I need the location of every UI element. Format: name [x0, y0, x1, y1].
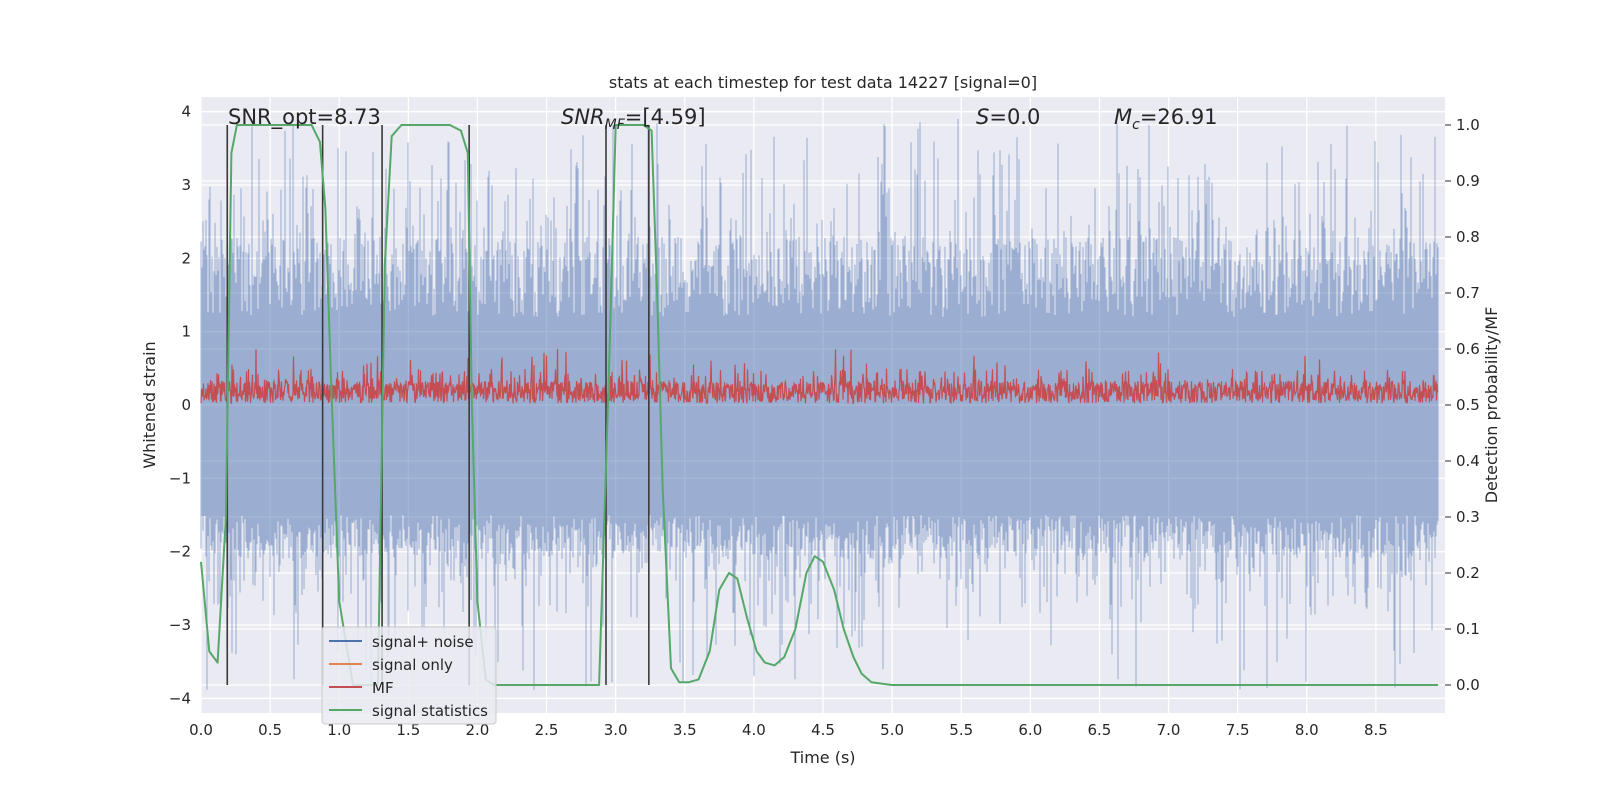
- y-tick-label: 1: [181, 323, 191, 341]
- y2-tick-labels: 0.0 0.1 0.2 0.3 0.4 0.5 0.6 0.7 0.8 0.9 1.0: [1445, 116, 1480, 694]
- x-tick-label: 8.0: [1295, 721, 1319, 739]
- y-tick-label: 0: [181, 396, 191, 414]
- legend: signal+ noise signal only MF signal stat…: [321, 626, 497, 725]
- y-tick-labels: −4 −3 −2 −1 0 1 2 3 4: [169, 103, 191, 708]
- mf-trace: [200, 349, 1439, 405]
- x-tick-label: 7.5: [1226, 721, 1250, 739]
- x-tick-label: 0.0: [189, 721, 213, 739]
- annotation-snr-mf-sub: MF: [605, 117, 626, 133]
- annotation-s-main: S: [976, 105, 989, 129]
- annotation-mc-main: M: [1114, 105, 1132, 129]
- legend-label-signal-statistics: signal statistics: [372, 702, 488, 720]
- x-tick-label: 4.0: [742, 721, 766, 739]
- annotation-mc: Mc=26.91: [1114, 105, 1218, 133]
- x-tick-label: 8.5: [1364, 721, 1388, 739]
- y-tick-label: −1: [169, 469, 191, 487]
- chart-title: stats at each timestep for test data 142…: [609, 73, 1037, 92]
- x-tick-label: 2.5: [535, 721, 559, 739]
- annotation-s-value: =0.0: [989, 105, 1040, 129]
- y2-tick-label: 0.3: [1456, 508, 1480, 526]
- y2-tick-label: 0.0: [1456, 676, 1480, 694]
- y-tick-label: −2: [169, 543, 191, 561]
- x-tick-label: 5.0: [880, 721, 904, 739]
- x-tick-label: 2.0: [466, 721, 490, 739]
- x-tick-label: 1.5: [396, 721, 420, 739]
- y2-tick-label: 0.2: [1456, 564, 1480, 582]
- x-tick-label: 5.5: [949, 721, 973, 739]
- y-tick-label: 3: [181, 176, 191, 194]
- y2-tick-label: 0.7: [1456, 284, 1480, 302]
- y2-tick-label: 0.6: [1456, 340, 1480, 358]
- x-tick-label: 1.0: [327, 721, 351, 739]
- x-axis-label: Time (s): [789, 748, 855, 767]
- annotation-snr-mf: SNRMF=[4.59]: [561, 105, 706, 133]
- annotation-snr-opt: SNR_opt=8.73: [228, 105, 381, 130]
- y-tick-label: −3: [169, 616, 191, 634]
- y2-tick-label: 1.0: [1456, 116, 1480, 134]
- x-tick-label: 3.5: [673, 721, 697, 739]
- legend-label-mf: MF: [372, 679, 394, 697]
- annotation-snr-mf-value: =[4.59]: [625, 105, 706, 129]
- x-tick-label: 0.5: [258, 721, 282, 739]
- x-tick-label: 7.0: [1157, 721, 1181, 739]
- signal-statistics-line: [200, 124, 1439, 686]
- x-tick-label: 6.5: [1088, 721, 1112, 739]
- legend-box: [321, 626, 497, 725]
- y2-tick-label: 0.5: [1456, 396, 1480, 414]
- y2-tick-label: 0.8: [1456, 228, 1480, 246]
- y-axis-label: Whitened strain: [140, 341, 159, 468]
- y-tick-label: −4: [169, 689, 191, 707]
- y2-tick-label: 0.9: [1456, 172, 1480, 190]
- mf-series: [200, 349, 1439, 405]
- annotation-s: S=0.0: [976, 105, 1040, 129]
- legend-label-signal-only: signal only: [372, 656, 453, 674]
- y2-axis-label: Detection probability/MF: [1482, 307, 1501, 504]
- x-tick-label: 6.0: [1018, 721, 1042, 739]
- annotation-mc-value: =26.91: [1140, 105, 1218, 129]
- x-tick-label: 3.0: [604, 721, 628, 739]
- signal-statistics-series: [200, 124, 1439, 686]
- x-tick-labels: 0.0 0.5 1.0 1.5 2.0 2.5 3.0 3.5 4.0 4.5 5.0 5.5 6.0 6…: [189, 721, 1388, 739]
- y2-tick-label: 0.4: [1456, 452, 1480, 470]
- annotation-snr-mf-main: SNR: [561, 105, 605, 129]
- y2-tick-label: 0.1: [1456, 620, 1480, 638]
- annotation-mc-sub: c: [1132, 117, 1140, 133]
- y-tick-label: 4: [181, 103, 191, 121]
- x-tick-label: 4.5: [811, 721, 835, 739]
- legend-label-signal-noise: signal+ noise: [372, 633, 474, 651]
- y-tick-label: 2: [181, 249, 191, 267]
